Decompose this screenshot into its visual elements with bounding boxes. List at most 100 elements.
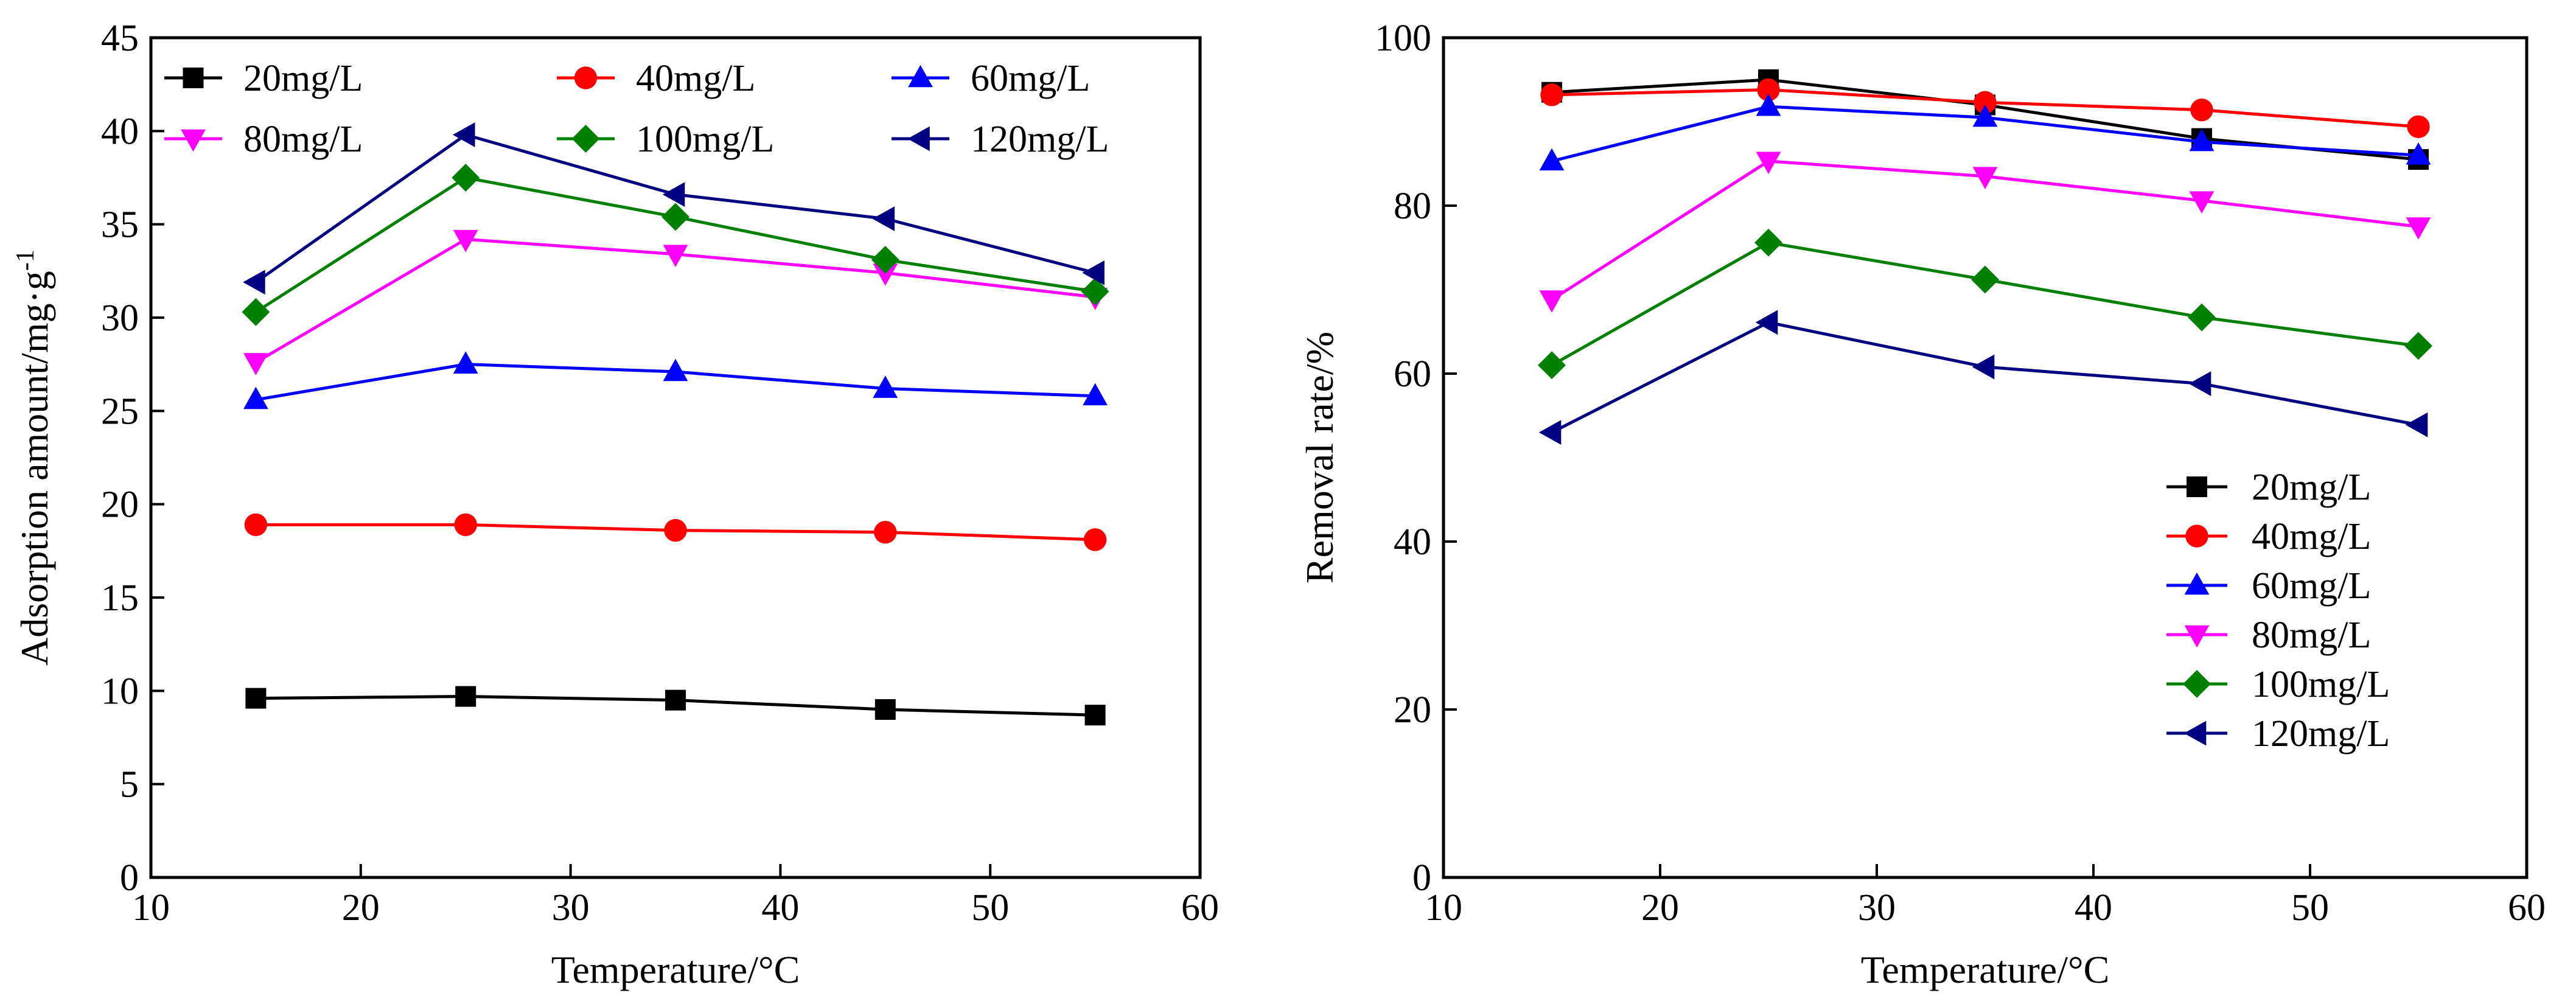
data-point-40mg-l	[1757, 78, 1780, 102]
y-tick-label: 0	[120, 857, 139, 899]
series-100mg-l	[242, 164, 1109, 326]
data-point-60mg-l	[1972, 104, 1998, 127]
data-point-80mg-l	[2406, 217, 2431, 240]
plot-frame	[149, 36, 1202, 879]
data-point-80mg-l	[243, 353, 268, 375]
x-tick-label: 60	[1181, 887, 1219, 929]
series-120mg-l	[1538, 310, 2428, 445]
data-point-20mg-l	[665, 689, 686, 711]
legend-entry-120mg-l: 120mg/L	[2166, 713, 2390, 755]
y-tick-label: 60	[1394, 354, 1431, 395]
legend-entry-60mg-l: 60mg/L	[2166, 565, 2371, 607]
data-point-40mg-l	[2190, 98, 2213, 122]
legend-marker	[2187, 476, 2207, 497]
legend-entry-80mg-l: 80mg/L	[2166, 615, 2371, 656]
data-point-80mg-l	[1972, 167, 1998, 189]
data-point-20mg-l	[874, 699, 896, 720]
legend-marker	[2184, 572, 2210, 595]
data-point-40mg-l	[2407, 115, 2430, 138]
y-tick-label: 20	[101, 484, 139, 526]
series-40mg-l	[1540, 78, 2430, 138]
legend-label: 60mg/L	[2252, 565, 2371, 607]
data-point-40mg-l	[874, 520, 897, 544]
data-point-80mg-l	[1756, 152, 1781, 175]
data-point-100mg-l	[871, 245, 899, 274]
data-point-60mg-l	[663, 358, 688, 382]
x-tick-label: 10	[1425, 887, 1462, 929]
legend-entry-80mg-l: 80mg/L	[164, 119, 363, 160]
x-tick-label: 40	[761, 887, 799, 929]
data-point-120mg-l	[1755, 310, 1778, 335]
legend: 20mg/L 40mg/L 60mg/L 80mg/L 100mg/L 120mg/L	[2166, 467, 2390, 755]
data-point-60mg-l	[1539, 148, 1565, 171]
data-point-40mg-l	[1974, 91, 1997, 114]
data-point-60mg-l	[243, 386, 268, 410]
data-point-60mg-l	[1083, 383, 1108, 406]
data-point-100mg-l	[242, 298, 270, 326]
chart-panel-2: 10 20 30 40 50 60 0 20 40 60 80 100 Temperature/°C Re…	[1298, 18, 2546, 991]
x-tick-label: 20	[1641, 887, 1679, 929]
series-120mg-l	[243, 122, 1105, 295]
data-point-120mg-l	[452, 122, 475, 147]
data-point-40mg-l	[1540, 83, 1563, 106]
y-axis-title: Adsorption amount/mg·g-1	[12, 249, 56, 666]
legend-entry-20mg-l: 20mg/L	[164, 58, 363, 99]
y-tick-label: 80	[1394, 186, 1431, 227]
legend-label: 80mg/L	[243, 119, 363, 160]
x-tick-label: 50	[971, 887, 1009, 929]
legend-marker	[907, 126, 930, 152]
data-point-80mg-l	[2189, 191, 2215, 214]
legend-label: 100mg/L	[2252, 664, 2390, 705]
data-point-60mg-l	[1756, 93, 1781, 116]
y-tick-label: 40	[101, 111, 139, 152]
legend-marker	[908, 64, 933, 88]
y-tick-label: 25	[101, 391, 139, 432]
series-80mg-l	[243, 229, 1108, 375]
legend-marker	[2185, 525, 2208, 548]
series-60mg-l	[1539, 93, 2431, 171]
legend-entry-20mg-l: 20mg/L	[2166, 467, 2371, 508]
data-point-80mg-l	[873, 263, 898, 286]
legend-marker	[574, 66, 598, 89]
legend-marker	[181, 129, 206, 152]
y-tick-label: 30	[101, 298, 139, 339]
y-tick-label: 20	[1394, 689, 1431, 731]
legend-entry-40mg-l: 40mg/L	[557, 58, 755, 99]
legend-entry-40mg-l: 40mg/L	[2166, 516, 2371, 557]
y-axis-title: Removal rate/%	[1298, 332, 1341, 584]
data-point-20mg-l	[1084, 705, 1106, 726]
legend-entry-100mg-l: 100mg/L	[2166, 664, 2390, 705]
x-tick-label: 60	[2508, 887, 2546, 929]
data-point-100mg-l	[2188, 303, 2216, 332]
legend-label: 120mg/L	[971, 119, 1109, 160]
data-point-40mg-l	[664, 518, 687, 542]
legend-entry-100mg-l: 100mg/L	[557, 119, 774, 160]
legend-label: 40mg/L	[2252, 516, 2371, 557]
data-point-80mg-l	[1539, 290, 1565, 313]
legend-label: 100mg/L	[636, 119, 774, 160]
data-point-20mg-l	[455, 686, 476, 707]
data-point-120mg-l	[2405, 412, 2428, 438]
data-point-120mg-l	[872, 206, 895, 231]
x-tick-label: 30	[1858, 887, 1896, 929]
legend-label: 80mg/L	[2252, 615, 2371, 656]
data-point-60mg-l	[873, 375, 898, 398]
legend-marker	[2183, 720, 2207, 746]
data-point-100mg-l	[661, 203, 689, 231]
y-tick-label: 45	[101, 18, 139, 59]
data-point-120mg-l	[243, 270, 265, 295]
data-point-40mg-l	[1083, 528, 1107, 551]
data-point-100mg-l	[2404, 332, 2432, 360]
legend-marker	[2184, 625, 2210, 648]
legend: 20mg/L 40mg/L 60mg/L 80mg/L 100mg/L 120mg/L	[164, 58, 1109, 160]
series-line-120mg-l	[1551, 321, 2419, 434]
data-point-80mg-l	[453, 229, 478, 253]
data-point-120mg-l	[2188, 371, 2211, 396]
legend-label: 120mg/L	[2252, 713, 2390, 755]
x-axis-title: Temperature/°C	[1861, 948, 2110, 991]
series-100mg-l	[1538, 228, 2432, 380]
data-point-60mg-l	[453, 351, 478, 374]
data-point-40mg-l	[454, 513, 477, 537]
x-tick-label: 10	[132, 887, 170, 929]
